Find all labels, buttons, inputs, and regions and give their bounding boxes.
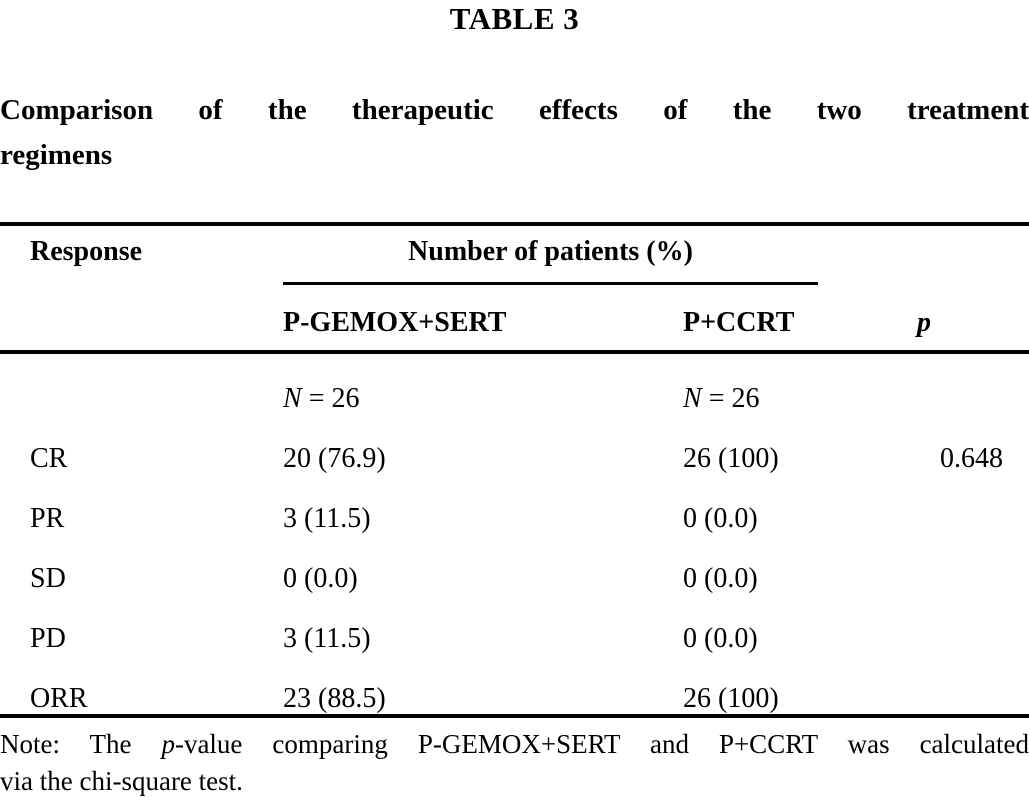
table-row-cr: CR 20 (76.9) 26 (100) 0.648 [0, 414, 1029, 474]
table-row-orr: ORR 23 (88.5) 26 (100) [0, 654, 1029, 714]
row-label-cell: PD [30, 623, 66, 654]
p-value-cell: 0.648 [940, 443, 1003, 474]
table-row-pd: PD 3 (11.5) 0 (0.0) [0, 594, 1029, 654]
row-label-cell: ORR [30, 683, 88, 714]
table-row-sd: SD 0 (0.0) 0 (0.0) [0, 534, 1029, 594]
treatment-b-n-cell: N = 26 [683, 384, 905, 414]
row-label-cell: CR [30, 443, 68, 474]
row-label-cell: SD [30, 563, 66, 594]
treatment-a-value-cell: 20 (76.9) [283, 443, 386, 474]
treatment-a-value-cell: 3 (11.5) [283, 623, 371, 654]
n-italic: N [683, 383, 702, 414]
empty-header-cell [905, 226, 1029, 237]
table-bottom-rule [0, 714, 1029, 718]
footnote-line1: Note: The p-value comparing P-GEMOX+SERT… [0, 726, 1029, 763]
treatment-a-n-cell: N = 26 [283, 384, 683, 414]
spanner-header-cell: Number of patients (%) [283, 226, 905, 285]
table-footnote: Note: The p-value comparing P-GEMOX+SERT… [0, 726, 1029, 800]
table-header-bottom-rule [0, 350, 1029, 354]
spanner-underline: Number of patients (%) [283, 237, 818, 285]
n-italic: N [283, 383, 302, 414]
response-column-header: Response [30, 236, 143, 267]
table-caption: Comparison of the therapeutic effects of… [0, 88, 1029, 178]
n-rest: = 26 [301, 383, 360, 414]
table-row-pr: PR 3 (11.5) 0 (0.0) [0, 474, 1029, 534]
treatment-b-value-cell: 0 (0.0) [683, 623, 758, 654]
footnote-line2: via the chi-square test. [0, 766, 243, 796]
spanner-header-label: Number of patients (%) [408, 236, 693, 267]
treatment-b-value-cell: 0 (0.0) [683, 563, 758, 594]
table-row-n: N = 26 N = 26 [0, 354, 1029, 414]
table-header-row-1: Response Number of patients (%) [0, 226, 1029, 285]
empty-response-header-cell [0, 308, 283, 338]
treatment-b-value-cell: 26 (100) [683, 443, 779, 474]
treatment-b-column-header: P+CCRT [683, 307, 795, 338]
table-top-rule [0, 222, 1029, 226]
table-header-row-2: P-GEMOX+SERT P+CCRT p [0, 285, 1029, 350]
treatment-a-value-cell: 3 (11.5) [283, 503, 371, 534]
footnote-line1-rest: -value comparing P-GEMOX+SERT and P+CCRT… [174, 729, 1029, 759]
footnote-prefix: Note: The [0, 729, 162, 759]
treatment-a-value-cell: 0 (0.0) [283, 563, 358, 594]
row-label-cell: PR [30, 503, 65, 534]
treatment-a-column-header: P-GEMOX+SERT [283, 307, 507, 338]
table-caption-line1: Comparison of the therapeutic effects of… [0, 94, 1029, 126]
treatment-b-value-cell: 0 (0.0) [683, 503, 758, 534]
table-caption-line2: regimens [0, 139, 113, 171]
n-rest: = 26 [701, 383, 760, 414]
comparison-table: Response Number of patients (%) P-GEMOX+… [0, 222, 1029, 718]
p-value-column-header: p [917, 307, 931, 338]
treatment-a-value-cell: 23 (88.5) [283, 683, 386, 714]
footnote-italic-p: p [161, 729, 175, 759]
treatment-b-value-cell: 26 (100) [683, 683, 779, 714]
table-number-title: TABLE 3 [449, 1, 580, 36]
